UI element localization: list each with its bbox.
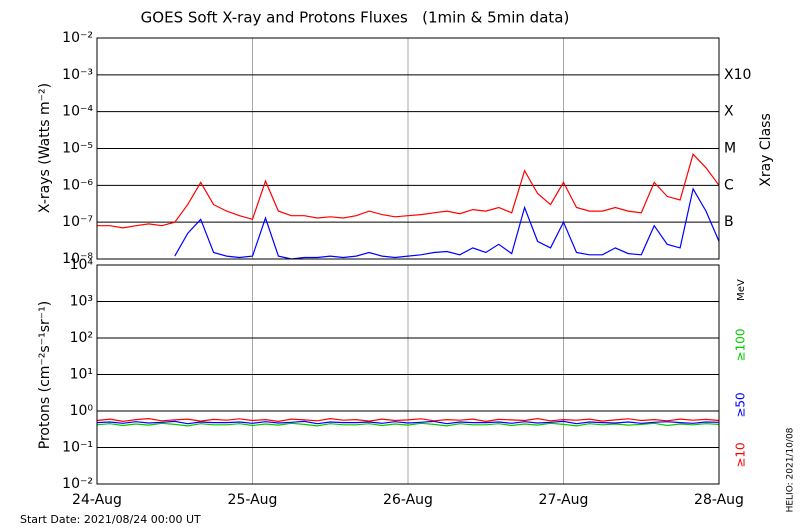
y-axis-label: Protons (cm⁻²s⁻¹sr⁻¹) <box>37 301 53 450</box>
legend-label: ≥10 <box>734 442 748 467</box>
legend-label: ≥100 <box>734 329 748 362</box>
x-tick-label: 27-Aug <box>539 492 589 508</box>
y-tick-label: 10⁻⁸ <box>62 251 93 267</box>
series-line <box>96 417 720 423</box>
y-axis-label: X-rays (Watts m⁻²) <box>37 83 53 213</box>
legend-units: MeV <box>736 279 747 301</box>
x-tick-label: 24-Aug <box>72 492 122 508</box>
class-label: X10 <box>724 67 751 83</box>
class-label: X <box>724 104 734 120</box>
class-label: B <box>724 214 734 230</box>
plot-frame <box>96 37 720 260</box>
y2-axis-label: Xray Class <box>758 113 774 187</box>
y-tick-label: 10² <box>70 330 93 346</box>
class-label: C <box>724 177 734 193</box>
y-tick-label: 10⁻⁶ <box>62 177 93 193</box>
y-tick-label: 10⁻² <box>62 476 93 492</box>
helio-date: HELIO: 2021/10/08 <box>786 427 796 512</box>
y-tick-label: 10⁰ <box>70 403 94 419</box>
series-line <box>96 422 720 427</box>
y-tick-label: 10³ <box>70 294 93 310</box>
x-tick-label: 26-Aug <box>383 492 433 508</box>
y-tick-label: 10⁻⁴ <box>62 104 93 120</box>
y-tick-label: 10¹ <box>70 367 93 383</box>
y-tick-label: 10⁻⁵ <box>62 141 93 157</box>
x-tick-label: 28-Aug <box>694 492 744 508</box>
series-line <box>96 420 720 425</box>
x-tick-label: 25-Aug <box>228 492 278 508</box>
class-label: M <box>724 141 736 157</box>
start-date: Start Date: 2021/08/24 00:00 UT <box>20 513 201 526</box>
plot-frame <box>96 264 720 485</box>
y-tick-label: 10⁻² <box>62 30 93 46</box>
series-line <box>97 153 720 229</box>
series-line <box>174 187 720 260</box>
y-tick-label: 10⁴ <box>70 257 94 273</box>
y-tick-label: 10⁻¹ <box>62 440 93 456</box>
y-tick-label: 10⁻³ <box>62 67 93 83</box>
y-tick-label: 10⁻⁷ <box>62 214 93 230</box>
chart-title: GOES Soft X-ray and Protons Fluxes (1min… <box>141 9 570 27</box>
legend-label: ≥50 <box>734 392 748 417</box>
